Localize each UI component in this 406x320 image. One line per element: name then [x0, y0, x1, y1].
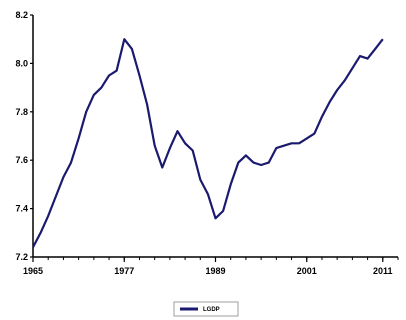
y-tick-label: 7.6 [15, 155, 28, 165]
y-tick-label: 7.8 [15, 107, 28, 117]
x-tick-label: 1989 [205, 266, 225, 276]
x-tick-label: 2001 [297, 266, 317, 276]
y-tick-label: 7.2 [15, 252, 28, 262]
y-tick-label: 8.0 [15, 58, 28, 68]
y-axis: 7.2 7.4 7.6 7.8 8.0 8.2 [15, 10, 34, 262]
x-tick-label: 1965 [23, 266, 43, 276]
legend: LGDP [173, 301, 239, 317]
legend-box [173, 301, 239, 317]
series-lines [32, 38, 384, 248]
x-axis: 1965 1977 1989 2001 2011 [23, 256, 399, 276]
legend-label: LGDP [203, 307, 220, 313]
x-tick-label: 2011 [373, 266, 393, 276]
x-tick-label: 1977 [114, 266, 134, 276]
y-tick-label: 8.2 [15, 10, 28, 20]
y-tick-label: 7.4 [15, 204, 28, 214]
series-line-lgdp [32, 38, 384, 248]
